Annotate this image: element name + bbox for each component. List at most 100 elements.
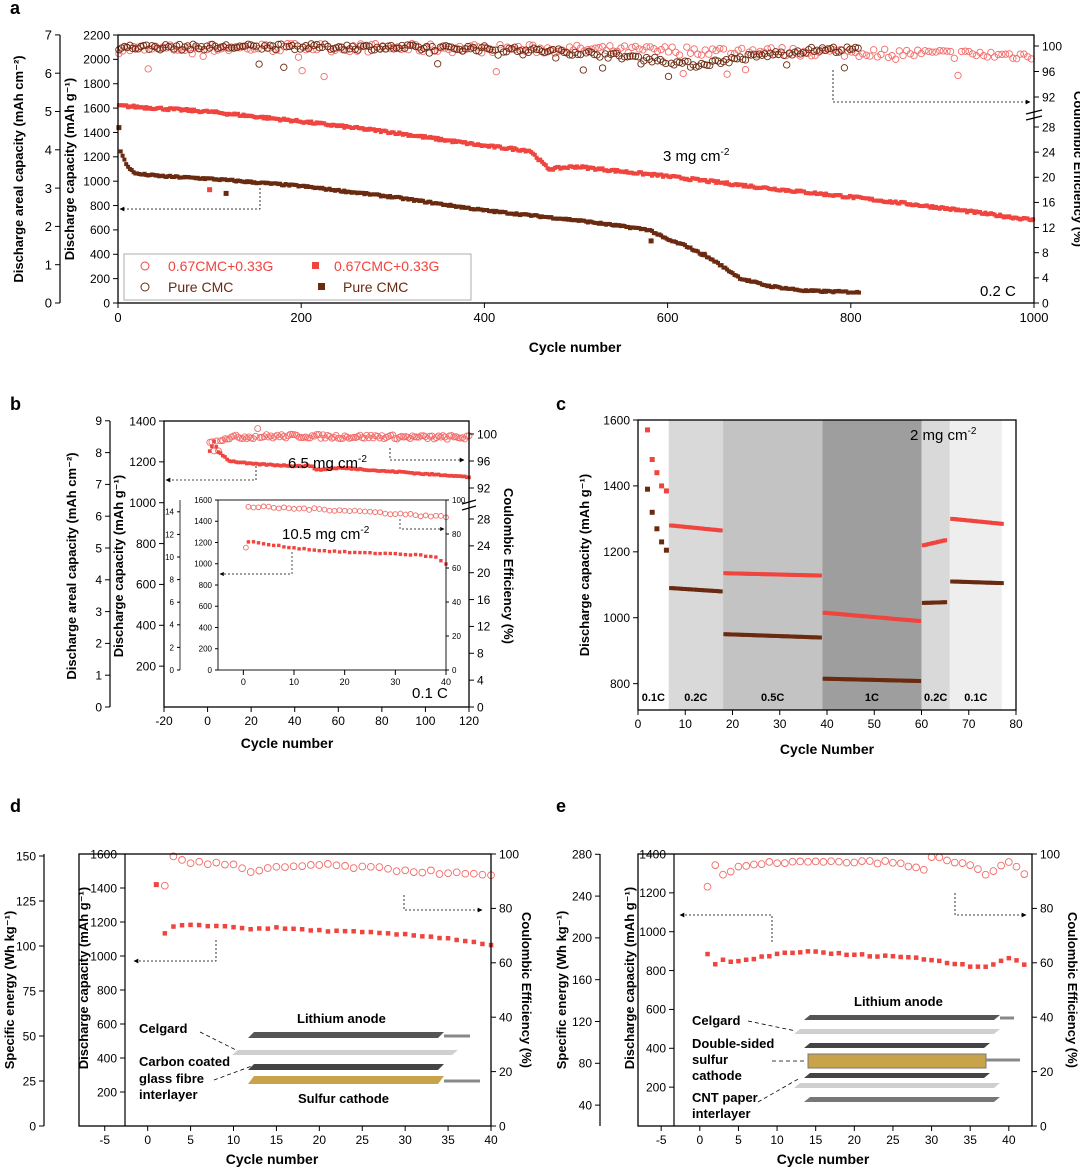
schematic-e-lithium-anode-top — [804, 1015, 1000, 1020]
panel-e-arrow-ce — [955, 893, 1026, 915]
inset-capacity-point-red — [272, 544, 275, 547]
capacity-point-red — [852, 953, 857, 958]
ce-point-red — [727, 868, 734, 875]
panel-b-xtick-label-5: 80 — [375, 714, 389, 728]
panel-b-y-outer-tick-label-8: 8 — [95, 446, 102, 460]
panel-d-xtick-label-2: 5 — [187, 1133, 194, 1147]
panel-b-inset-y-outer-tick-label-0: 0 — [170, 666, 175, 675]
capacity-point-red — [212, 440, 216, 444]
capacity-point-red — [454, 938, 459, 943]
inset-ce-point-red — [246, 504, 251, 509]
capacity-point-red — [906, 955, 911, 960]
capacity-point-brown — [857, 291, 861, 295]
panel-a-y-right-tick-label-10: 100 — [1042, 39, 1062, 53]
rate-point-red — [943, 538, 947, 542]
panel-c-xtick-label-3: 30 — [773, 717, 787, 731]
capacity-point-red — [744, 958, 749, 963]
panel-a-y-inner-tick-label-0: 0 — [103, 296, 110, 310]
ce-point-red — [866, 858, 873, 865]
inset-ce-point-red — [363, 509, 368, 514]
ce-point-red — [445, 870, 452, 877]
ce-point-red — [702, 47, 708, 53]
inset-ce-point-red — [378, 510, 383, 515]
capacity-point-red — [188, 923, 193, 928]
panel-a-x-ticks: 0 200 400 600 800 1000 — [114, 303, 1048, 325]
panel-e-xtick-label-9: 40 — [1002, 1133, 1016, 1147]
panel-e-xtick-label-1: 0 — [696, 1133, 703, 1147]
schematic-e-double-sided-cathode — [808, 1054, 986, 1068]
ce-point-red — [859, 858, 866, 865]
rate-band-1 — [669, 420, 723, 710]
inset-ce-point-red — [312, 506, 317, 511]
ce-point-red — [951, 55, 957, 61]
ce-point-red — [230, 861, 237, 868]
capacity-point-brown — [224, 191, 229, 196]
panel-d-cell-schematic: Lithium anode Celgard Carbon coated glas… — [139, 1011, 480, 1106]
panel-e-xtick-label-3: 10 — [770, 1133, 784, 1147]
panel-label-e: e — [556, 796, 566, 816]
schematic-e-label-double-sided: Double-sided — [692, 1036, 774, 1051]
rate-band-label-5: 0.1C — [964, 692, 987, 704]
panel-e-y-inner-label: Discharge capacity (mAh g⁻¹) — [622, 887, 637, 1069]
ce-point-brown — [435, 61, 441, 67]
inset-capacity-point-red — [252, 540, 255, 543]
capacity-point-red — [291, 927, 296, 932]
panel-a-y-right-tick-label-1: 4 — [1042, 271, 1049, 285]
ce-point-red — [277, 48, 283, 54]
schematic-d-lithium-anode — [248, 1032, 444, 1038]
capacity-point-red — [960, 962, 965, 967]
panel-b-inset-y-left-tick-label-0: 0 — [208, 666, 213, 675]
panel-a-y-right-label: Coulombic Efficiency (%) — [1071, 91, 1080, 247]
panel-b-xtick-label-0: -20 — [155, 714, 173, 728]
inset-ce-point-red — [358, 509, 363, 514]
panel-e-x-label: Cycle number — [777, 1151, 870, 1167]
panel-a-y-outer-label: Discharge areal capacity (mAh cm⁻²) — [11, 55, 26, 282]
panel-a-y-outer-tick-label-2: 2 — [45, 219, 52, 234]
schematic-e-lithium-anode-bottom — [804, 1097, 1000, 1102]
ce-point-red — [264, 865, 271, 872]
schematic-e-label-interlayer: interlayer — [692, 1106, 751, 1121]
panel-b-inset-y-outer-ticks: 02468101214 — [165, 500, 180, 675]
ce-point-red — [239, 865, 246, 872]
inset-capacity-point-red — [313, 548, 316, 551]
inset-capacity-point-red — [358, 551, 361, 554]
panel-e-y-inner-tick-label-5: 1200 — [639, 886, 666, 900]
panel-b-y-inner-tick-label-5: 1200 — [129, 455, 156, 469]
capacity-point-red — [334, 929, 339, 934]
inset-capacity-point-red — [297, 547, 300, 550]
panel-e-y-right-ticks: 020406080100 — [1032, 847, 1060, 1133]
ce-point-red — [436, 871, 443, 878]
panel-b-xtick-label-3: 40 — [288, 714, 302, 728]
panel-e-y-inner-tick-label-0: 200 — [646, 1080, 666, 1094]
ce-point-red — [905, 863, 912, 870]
panel-b-y-inner-ticks: 200400600800100012001400 — [129, 414, 164, 673]
panel-b-inset-y-outer-tick-label-7: 14 — [165, 508, 174, 517]
capacity-point-red — [1014, 958, 1019, 963]
panel-b-x-label: Cycle number — [241, 735, 334, 751]
rate-point-brown — [659, 539, 664, 544]
schematic-d-label-carbon-coated: Carbon coated — [139, 1054, 230, 1069]
panel-c-xtick-label-7: 70 — [962, 717, 976, 731]
capacity-point-red — [386, 931, 391, 936]
panel-d-y-outer-label: Specific energy (Wh kg⁻¹) — [2, 911, 17, 1070]
panel-c-y-tick-label-4: 1600 — [603, 413, 630, 427]
capacity-point-brown — [119, 149, 123, 153]
panel-a-y-inner-tick-label-8: 1600 — [83, 101, 110, 115]
ce-point-red — [709, 46, 715, 52]
schematic-e-cnt-top — [804, 1043, 990, 1048]
panel-a-xtick-label-3: 600 — [657, 310, 679, 325]
panel-b-inset-y-right-tick-label-3: 60 — [452, 564, 461, 573]
panel-d-x-label: Cycle number — [226, 1151, 319, 1167]
ce-point-red — [897, 860, 904, 867]
panel-d-y-right-tick-label-1: 20 — [499, 1065, 513, 1079]
rate-point-brown — [650, 510, 655, 515]
panel-c-x-ticks: 0 10 20 30 40 50 60 70 80 — [635, 710, 1023, 731]
panel-a: 0 200 400 600 800 1000 01234567 0200400600800… — [11, 28, 1080, 355]
ce-point-red — [836, 858, 843, 865]
ce-point-red — [273, 863, 280, 870]
panel-d-y-outer-tick-label-5: 125 — [16, 894, 36, 908]
rate-point-red — [659, 483, 664, 488]
panel-c-rate-bands: 0.1C 0.2C 0.5C 1C 0.2C 0.1C — [638, 420, 1002, 710]
legend-marker-brown-filled — [318, 283, 325, 290]
inset-capacity-point-red — [384, 552, 387, 555]
